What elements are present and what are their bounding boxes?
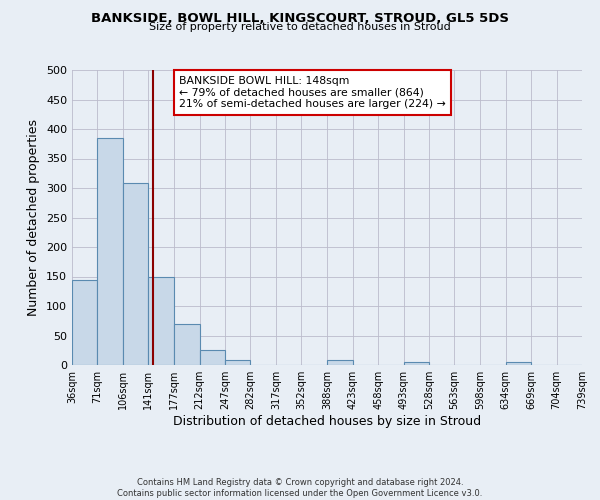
Text: Size of property relative to detached houses in Stroud: Size of property relative to detached ho… xyxy=(149,22,451,32)
Bar xyxy=(200,350,225,365)
Bar xyxy=(328,360,353,365)
Bar xyxy=(97,138,123,365)
Text: BANKSIDE, BOWL HILL, KINGSCOURT, STROUD, GL5 5DS: BANKSIDE, BOWL HILL, KINGSCOURT, STROUD,… xyxy=(91,12,509,26)
Text: Contains HM Land Registry data © Crown copyright and database right 2024.
Contai: Contains HM Land Registry data © Crown c… xyxy=(118,478,482,498)
Bar xyxy=(72,280,97,365)
Y-axis label: Number of detached properties: Number of detached properties xyxy=(28,119,40,316)
X-axis label: Distribution of detached houses by size in Stroud: Distribution of detached houses by size … xyxy=(173,415,481,428)
Bar xyxy=(225,360,250,365)
Text: BANKSIDE BOWL HILL: 148sqm
← 79% of detached houses are smaller (864)
21% of sem: BANKSIDE BOWL HILL: 148sqm ← 79% of deta… xyxy=(179,76,446,109)
Bar xyxy=(148,276,174,365)
Bar xyxy=(404,362,429,365)
Bar xyxy=(174,324,200,365)
Bar xyxy=(506,362,531,365)
Bar xyxy=(123,184,148,365)
